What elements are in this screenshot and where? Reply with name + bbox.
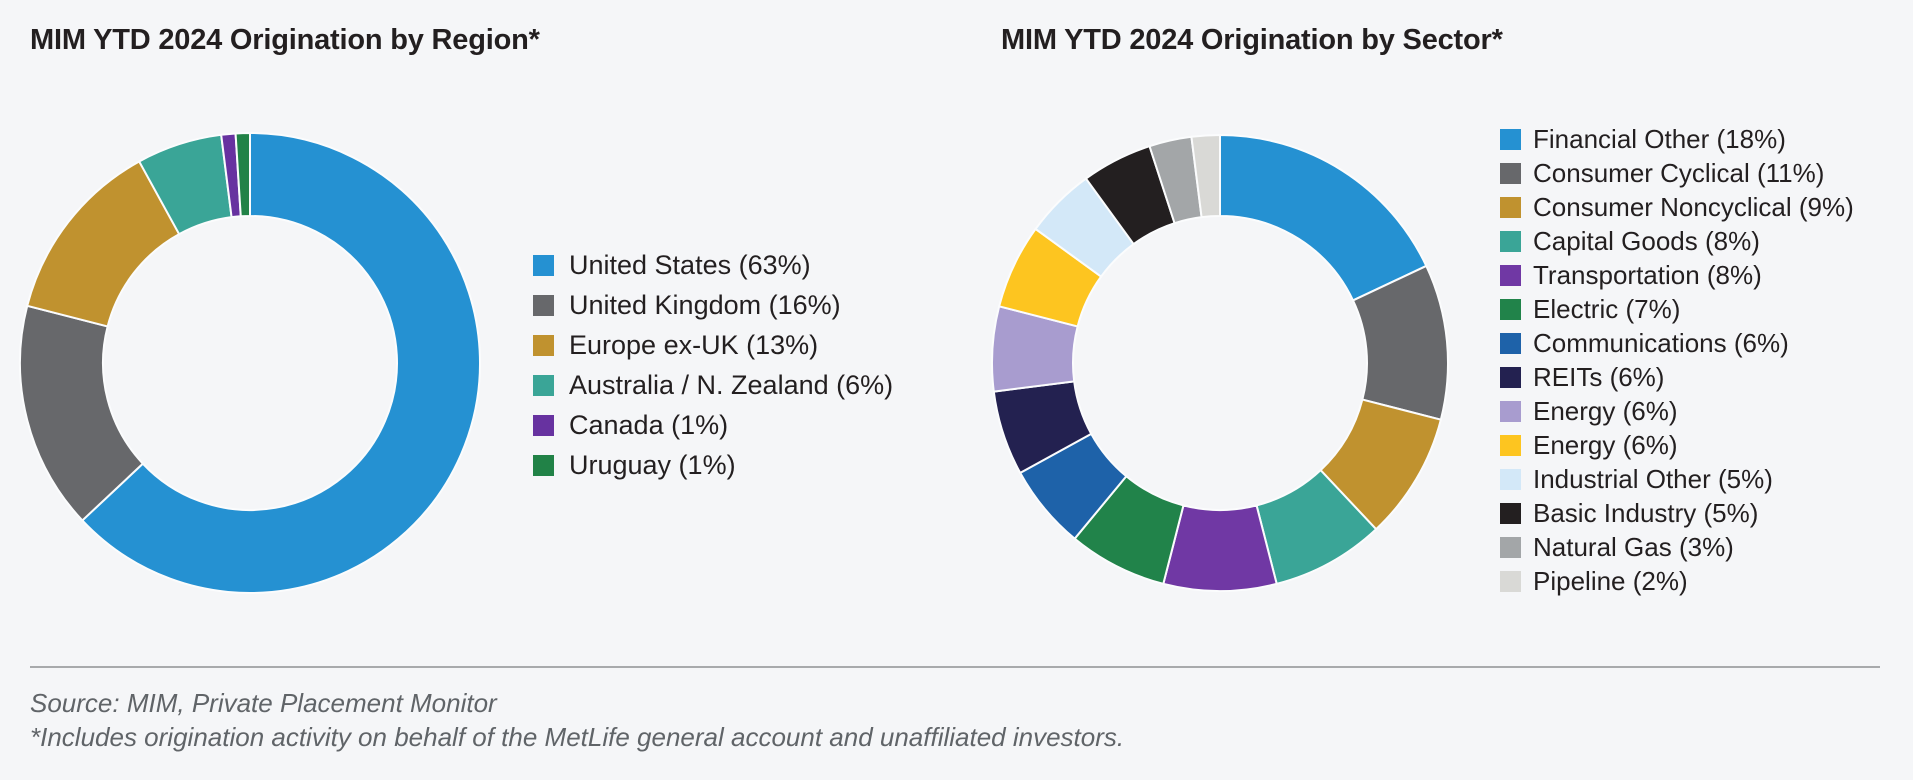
legend-item: Energy (6%): [1500, 428, 1854, 462]
legend-item: Consumer Noncyclical (9%): [1500, 190, 1854, 224]
legend-swatch: [1500, 400, 1521, 422]
legend-label: Canada (1%): [569, 409, 729, 440]
legend-label: Natural Gas (3%): [1533, 531, 1734, 562]
legend-label: United States (63%): [569, 249, 811, 280]
legend-item: Uruguay (1%): [533, 445, 893, 485]
legend-item: REITs (6%): [1500, 360, 1854, 394]
donut-slice-pipeline: [1190, 134, 1221, 219]
donut-slice-uruguay: [234, 131, 251, 218]
legend-swatch: [533, 414, 554, 436]
legend-swatch: [1500, 536, 1521, 558]
legend-label: Communications (6%): [1533, 327, 1789, 358]
legend-item: Electric (7%): [1500, 292, 1854, 326]
region-donut-chart: [19, 131, 481, 594]
legend-item: Capital Goods (8%): [1500, 224, 1854, 258]
legend-item: Europe ex-UK (13%): [533, 325, 893, 365]
legend-label: Basic Industry (5%): [1533, 497, 1759, 528]
legend-label: Pipeline (2%): [1533, 565, 1688, 596]
legend-label: Electric (7%): [1533, 293, 1681, 324]
legend-swatch: [1500, 332, 1521, 354]
legend-label: United Kingdom (16%): [569, 289, 841, 320]
legend-label: Australia / N. Zealand (6%): [569, 369, 894, 400]
sector-legend: Financial Other (18%) Consumer Cyclical (…: [1500, 122, 1854, 598]
legend-swatch: [533, 334, 554, 356]
legend-item: Canada (1%): [533, 405, 893, 445]
legend-swatch: [1500, 264, 1521, 286]
legend-label: Financial Other (18%): [1533, 123, 1786, 154]
legend-swatch: [533, 454, 554, 476]
legend-swatch: [1500, 162, 1521, 184]
footnote: *Includes origination activity on behalf…: [30, 722, 1125, 752]
legend-label: Europe ex-UK (13%): [569, 329, 819, 360]
legend-item: Basic Industry (5%): [1500, 496, 1854, 530]
legend-swatch: [1500, 230, 1521, 252]
legend-item: United States (63%): [533, 245, 893, 285]
footer-divider: [30, 666, 1880, 668]
legend-item: Industrial Other (5%): [1500, 462, 1854, 496]
legend-label: Capital Goods (8%): [1533, 225, 1760, 256]
legend-swatch: [1500, 196, 1521, 218]
legend-label: REITs (6%): [1533, 361, 1665, 392]
donut-slice-financial-other: [1219, 134, 1428, 302]
legend-swatch: [1500, 298, 1521, 320]
legend-item: United Kingdom (16%): [533, 285, 893, 325]
legend-swatch: [1500, 128, 1521, 150]
source-note: Source: MIM, Private Placement Monitor: [30, 688, 497, 718]
legend-label: Transportation (8%): [1533, 259, 1762, 290]
sector-chart-title: MIM YTD 2024 Origination by Sector*: [1001, 24, 1503, 56]
legend-item: Communications (6%): [1500, 326, 1854, 360]
sector-donut-chart: [991, 134, 1449, 593]
legend-label: Uruguay (1%): [569, 449, 736, 480]
legend-label: Consumer Cyclical (11%): [1533, 157, 1825, 188]
legend-swatch: [1500, 366, 1521, 388]
region-legend: United States (63%) United Kingdom (16%) E…: [533, 245, 893, 485]
legend-label: Energy (6%): [1533, 395, 1678, 426]
legend-item: Financial Other (18%): [1500, 122, 1854, 156]
legend-swatch: [533, 294, 554, 316]
legend-label: Energy (6%): [1533, 429, 1678, 460]
legend-item: Consumer Cyclical (11%): [1500, 156, 1854, 190]
region-chart-title: MIM YTD 2024 Origination by Region*: [30, 24, 540, 56]
legend-swatch: [1500, 434, 1521, 456]
legend-swatch: [1500, 570, 1521, 592]
legend-item: Pipeline (2%): [1500, 564, 1854, 598]
legend-swatch: [1500, 502, 1521, 524]
legend-item: Australia / N. Zealand (6%): [533, 365, 893, 405]
legend-label: Industrial Other (5%): [1533, 463, 1773, 494]
legend-item: Natural Gas (3%): [1500, 530, 1854, 564]
legend-label: Consumer Noncyclical (9%): [1533, 191, 1854, 222]
donut-slice-united-states: [81, 132, 481, 594]
legend-item: Transportation (8%): [1500, 258, 1854, 292]
legend-swatch: [533, 254, 554, 276]
legend-swatch: [533, 374, 554, 396]
legend-swatch: [1500, 468, 1521, 490]
legend-item: Energy (6%): [1500, 394, 1854, 428]
